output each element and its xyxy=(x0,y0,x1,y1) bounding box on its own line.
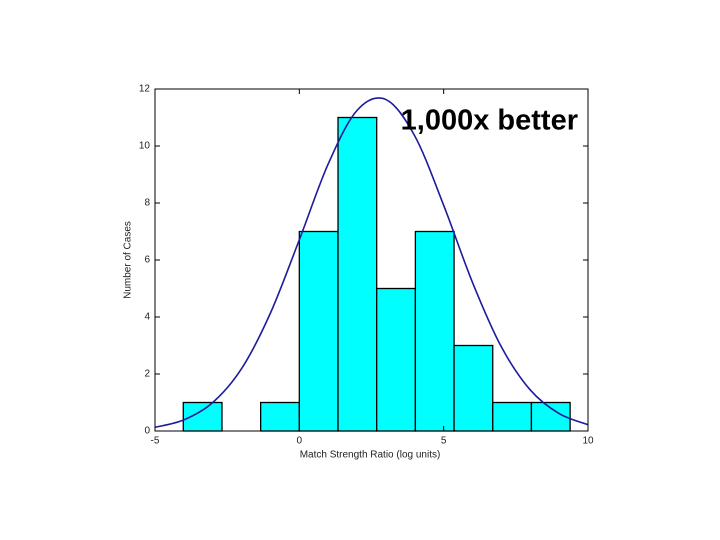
y-tick-label: 6 xyxy=(144,255,150,266)
fit-curve xyxy=(154,97,589,429)
bar xyxy=(260,401,300,432)
bar xyxy=(337,116,378,432)
bar xyxy=(376,287,417,432)
y-tick-label: 8 xyxy=(144,198,150,209)
x-tick-label: 5 xyxy=(441,436,447,447)
bar xyxy=(298,230,339,432)
y-tick-label: 4 xyxy=(144,312,150,323)
bar xyxy=(414,230,455,432)
x-tick-label: 0 xyxy=(297,436,303,447)
annotation: 1,000x better xyxy=(401,105,578,137)
y-tick-label: 2 xyxy=(144,369,150,380)
bar xyxy=(453,344,494,432)
x-tick-label: 10 xyxy=(582,436,594,447)
x-axis-label: Match Strength Ratio (log units) xyxy=(300,450,441,461)
y-axis-label: Number of Cases xyxy=(123,221,134,299)
bar xyxy=(492,401,533,432)
y-tick-label: 0 xyxy=(144,426,150,437)
x-tick-label: -5 xyxy=(151,436,160,447)
y-tick-label: 12 xyxy=(139,84,151,95)
y-tick-label: 10 xyxy=(139,141,151,152)
